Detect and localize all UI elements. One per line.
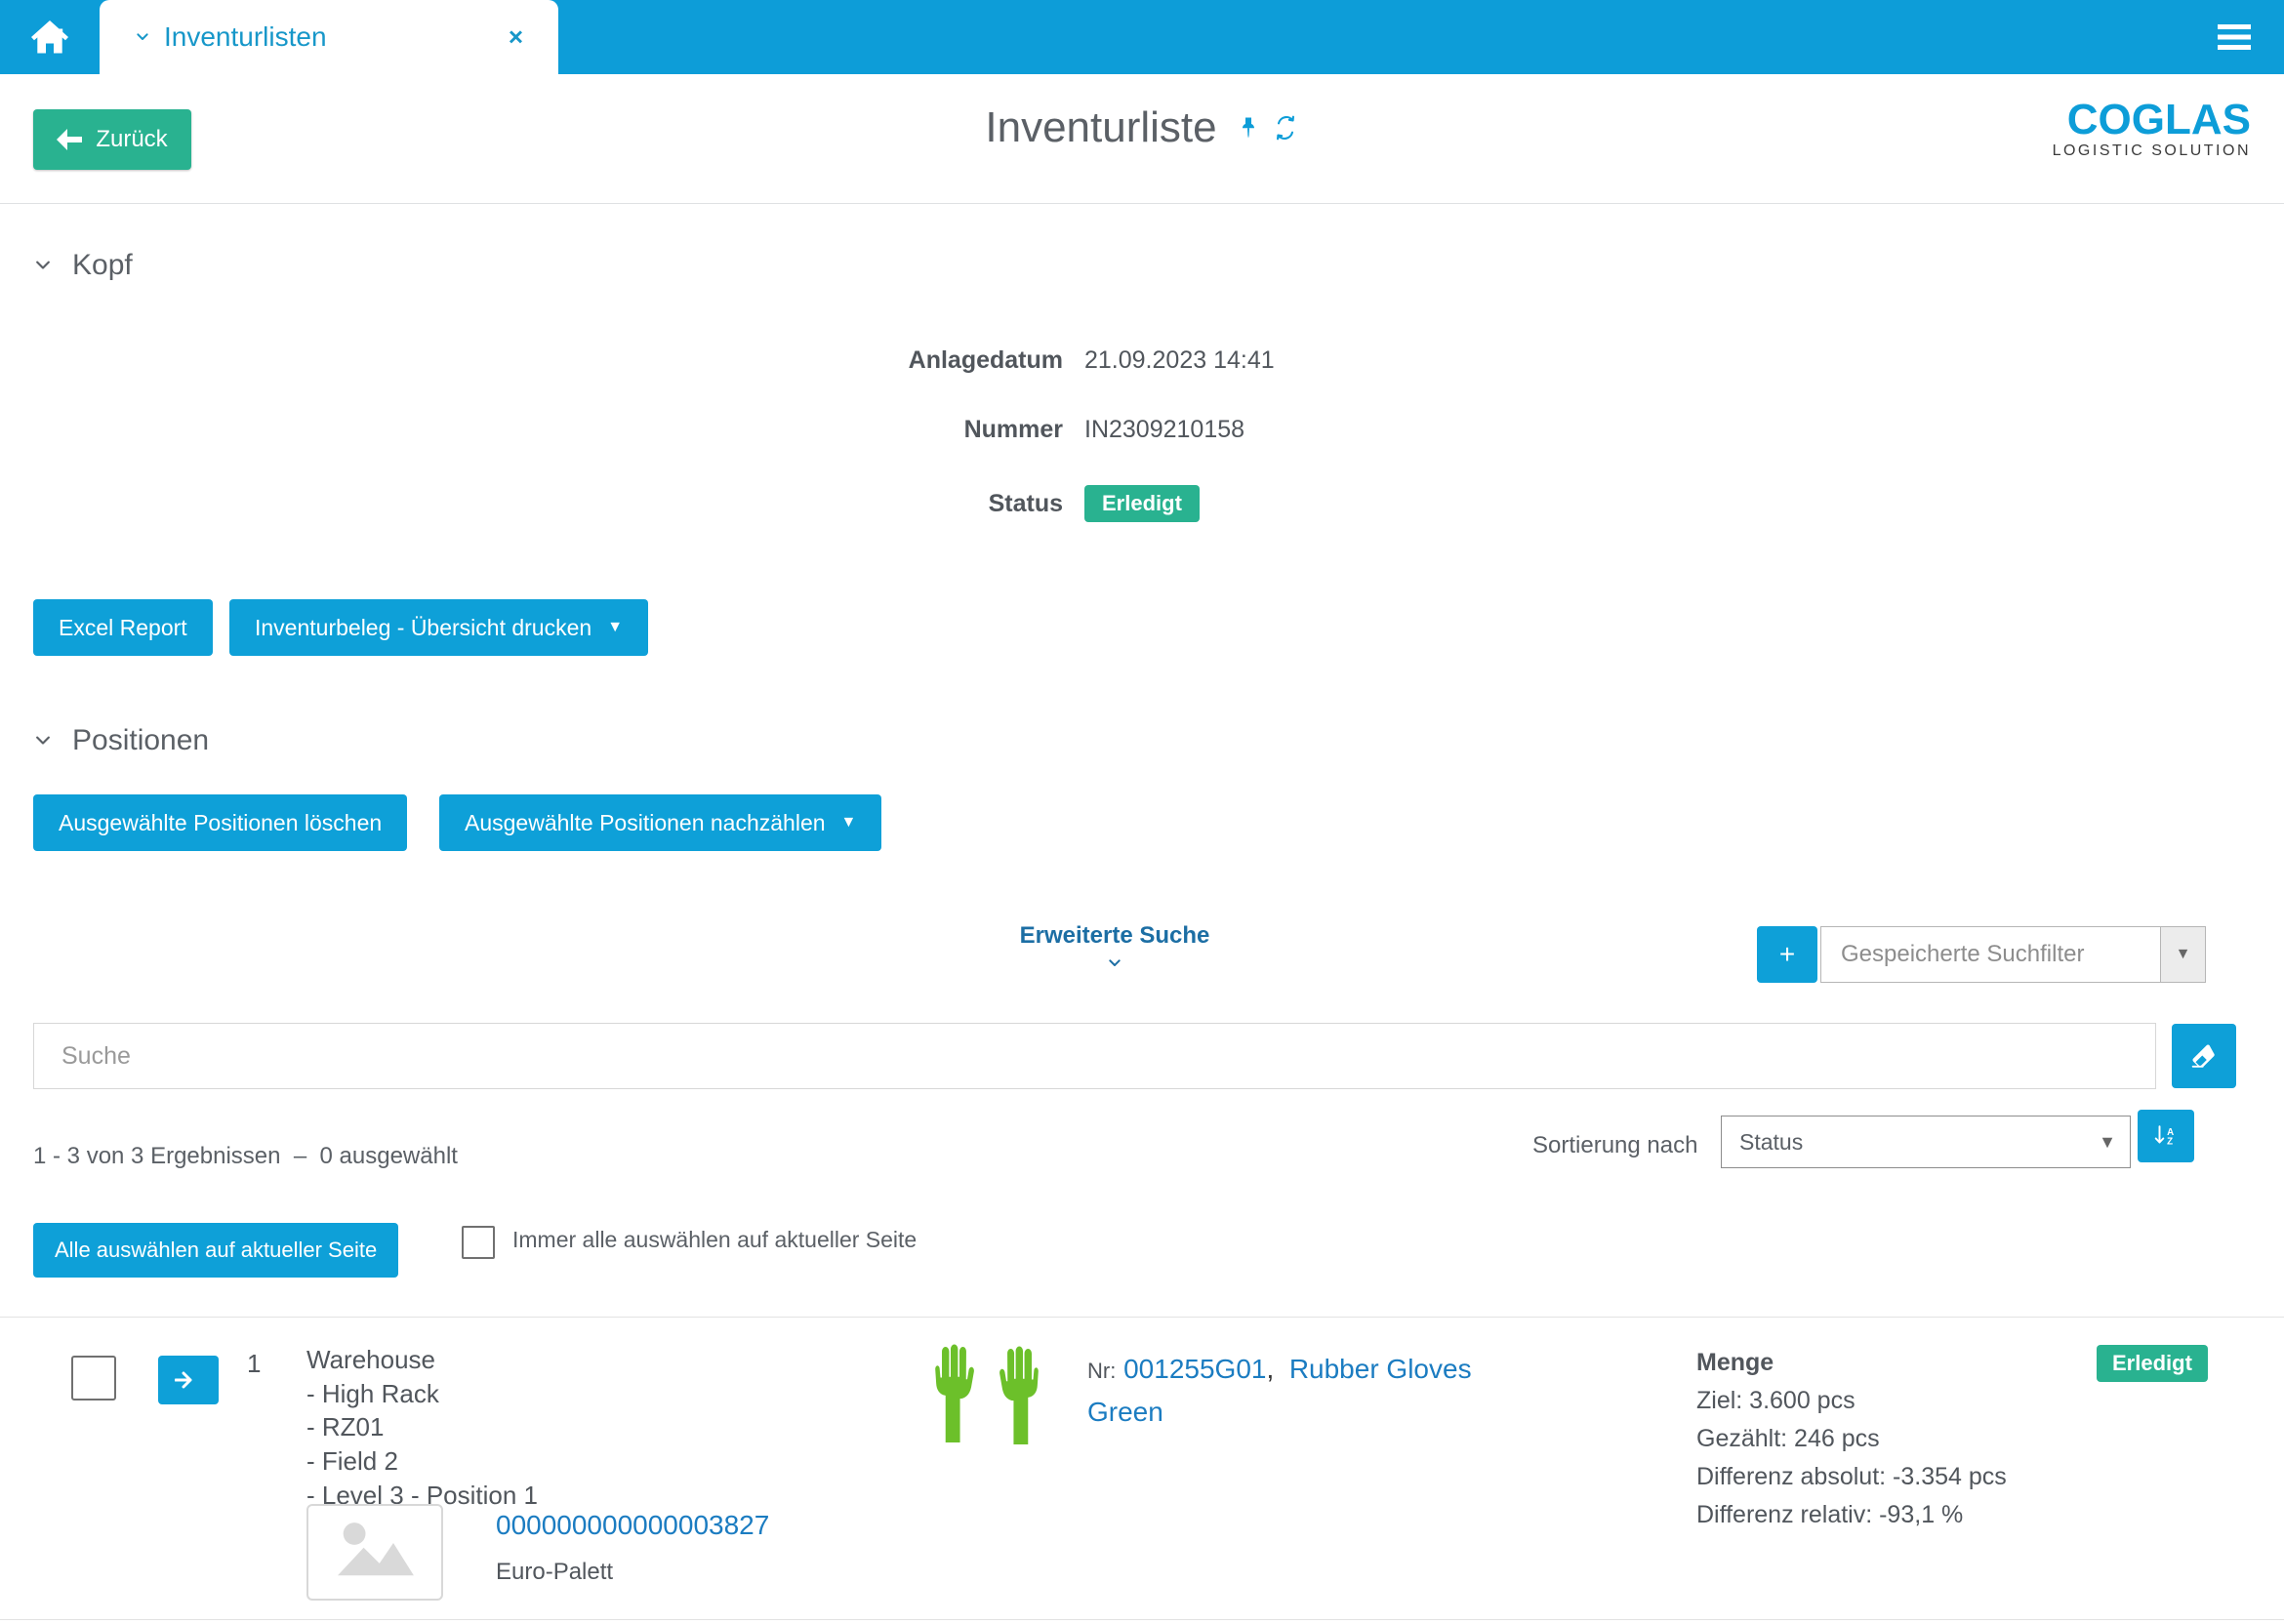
svg-text:Z: Z — [2167, 1137, 2173, 1148]
